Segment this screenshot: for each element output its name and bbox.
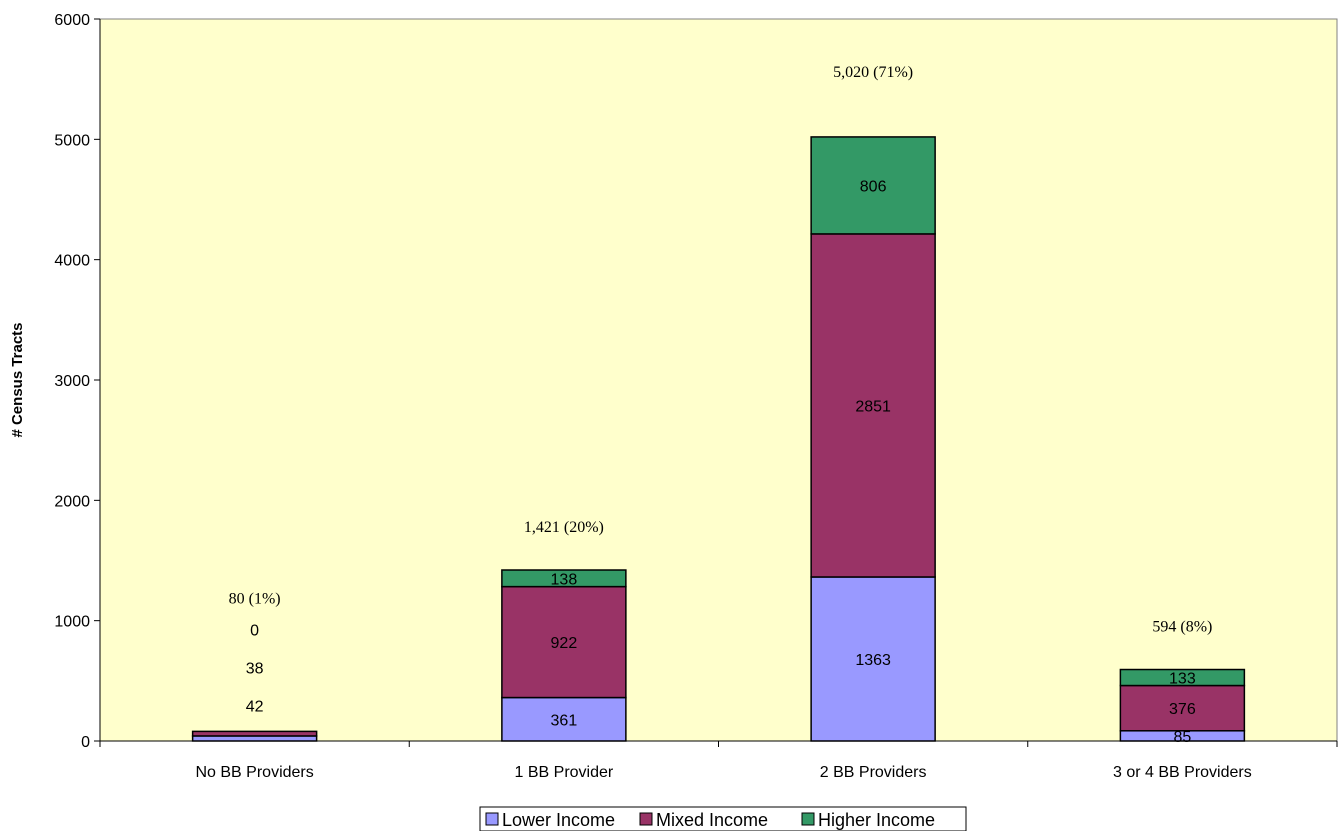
y-axis: 0 1000 2000 3000 4000 5000 6000	[54, 12, 101, 751]
segment-value-label: 1363	[855, 652, 891, 669]
bar-total-label: 80 (1%)	[229, 590, 281, 607]
x-axis: No BB Providers 1 BB Provider 2 BB Provide…	[99, 740, 1338, 781]
bar-segment	[1119, 684, 1246, 732]
legend-swatch	[639, 812, 653, 826]
bar-segment	[810, 576, 936, 742]
bar-total-label: 1,421 (20%)	[524, 519, 604, 536]
y-tick-label: 5000	[54, 132, 90, 149]
y-tick-label: 6000	[54, 12, 90, 29]
bar-segment	[191, 735, 318, 742]
legend-swatch	[485, 812, 499, 826]
bar-segment	[191, 730, 318, 737]
segment-value-label: 376	[1169, 701, 1196, 718]
plot-background	[99, 18, 1338, 742]
segment-value-label: 2851	[855, 398, 891, 415]
y-tick-label: 4000	[54, 253, 90, 270]
x-category-label: 1 BB Provider	[515, 764, 614, 781]
segment-value-label: 922	[551, 635, 578, 652]
legend-box	[479, 806, 967, 831]
x-category-label: 3 or 4 BB Providers	[1113, 764, 1252, 781]
segment-value-label: 361	[551, 712, 578, 729]
bar-segment	[501, 696, 627, 742]
y-tick-label: 3000	[54, 373, 90, 390]
bar-segment	[501, 585, 627, 699]
segment-value-label: 138	[551, 571, 578, 588]
segment-value-label: 85	[1173, 729, 1191, 746]
x-category-label: 2 BB Providers	[820, 764, 927, 781]
y-axis-title: # Census Tracts	[9, 322, 26, 437]
bar-segment	[501, 569, 627, 588]
y-tick-label: 0	[81, 734, 90, 751]
total-labels: 80 (1%) 1,421 (20%) 5,020 (71%) 594 (8%)	[229, 64, 1213, 636]
legend-label: Mixed Income	[656, 810, 768, 830]
legend: Lower Income Mixed Income Higher Income	[479, 806, 967, 831]
segment-value-label: 0	[250, 622, 259, 639]
bars	[191, 136, 1246, 742]
plot-area	[99, 18, 1338, 742]
bar-segment	[810, 136, 936, 235]
segment-value-label: 806	[860, 178, 887, 195]
segment-value-label: 42	[246, 698, 264, 715]
segment-labels: 42 38 0 361 922 138 1363 2851 806 85 376 133	[246, 178, 1196, 745]
x-category-label: No BB Providers	[195, 764, 313, 781]
segment-value-label: 133	[1169, 671, 1196, 688]
y-tick-label: 2000	[54, 493, 90, 510]
legend-label: Lower Income	[502, 810, 615, 830]
bar-total-label: 594 (8%)	[1152, 619, 1212, 636]
bar-total-label: 5,020 (71%)	[833, 64, 913, 81]
legend-label: Higher Income	[818, 810, 935, 830]
segment-value-label: 38	[246, 660, 264, 677]
legend-swatch	[801, 812, 815, 826]
bar-segment	[1119, 668, 1246, 687]
y-tick-label: 1000	[54, 614, 90, 631]
bar-segment	[810, 233, 936, 578]
